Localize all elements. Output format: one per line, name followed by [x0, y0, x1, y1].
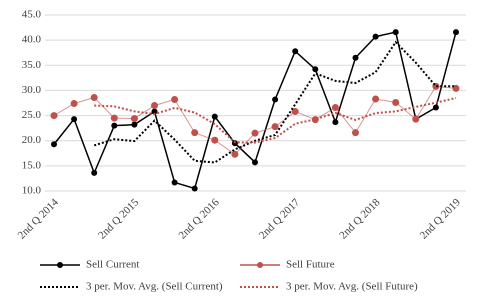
data-point	[171, 179, 178, 186]
legend-label: Sell Future	[286, 259, 335, 271]
data-point	[191, 129, 199, 137]
y-tick-label: 30.0	[22, 84, 42, 96]
legend-label: 3 per. Mov. Avg. (Sell Future)	[286, 281, 418, 293]
data-point	[131, 121, 138, 128]
y-tick-label: 35.0	[22, 59, 42, 71]
legend-marker	[57, 262, 63, 268]
data-point	[252, 159, 258, 166]
y-tick-label: 10.0	[22, 185, 42, 197]
legend-label: Sell Current	[86, 259, 139, 271]
data-point	[71, 116, 78, 123]
data-point	[91, 169, 98, 176]
x-tick-label: 2nd Q 2017	[257, 196, 303, 242]
data-point	[151, 102, 158, 110]
y-tick-label: 45.0	[22, 9, 42, 21]
data-point	[251, 129, 259, 137]
data-point	[231, 150, 239, 158]
data-point	[211, 136, 219, 144]
data-point	[352, 129, 359, 137]
data-point	[50, 112, 58, 120]
x-tick-label: 2nd Q 2016	[176, 196, 222, 242]
data-point	[151, 108, 158, 115]
data-point	[372, 95, 380, 103]
data-point	[392, 98, 400, 106]
x-tick-label: 2nd Q 2018	[337, 196, 383, 242]
data-point	[110, 114, 118, 122]
data-point	[271, 123, 279, 131]
data-point	[412, 115, 420, 123]
data-point	[51, 141, 57, 148]
data-point	[272, 96, 279, 103]
series-line	[94, 96, 457, 144]
legend-label: 3 per. Mov. Avg. (Sell Current)	[86, 281, 223, 293]
data-point	[292, 48, 299, 55]
data-point	[312, 66, 319, 73]
y-tick-label: 20.0	[22, 134, 42, 146]
data-point	[352, 54, 359, 61]
data-point	[392, 29, 399, 36]
data-point	[332, 119, 339, 126]
data-point	[372, 33, 379, 40]
data-point	[171, 95, 179, 103]
data-point	[331, 104, 339, 112]
x-tick-label: 2nd Q 2014	[16, 196, 62, 242]
data-point	[211, 113, 218, 120]
y-tick-label: 40.0	[22, 34, 42, 46]
data-point	[452, 84, 460, 92]
data-point	[90, 93, 98, 101]
y-tick-label: 25.0	[22, 109, 42, 121]
y-tick-label: 15.0	[22, 159, 42, 171]
data-point	[291, 108, 299, 116]
data-point	[70, 100, 78, 108]
data-point	[453, 29, 459, 36]
data-point	[432, 104, 439, 111]
legend-marker	[257, 262, 263, 268]
x-tick-label: 2nd Q 2019	[418, 196, 464, 242]
x-tick-label: 2nd Q 2015	[96, 196, 142, 242]
data-point	[191, 185, 198, 192]
data-point	[130, 115, 138, 123]
data-point	[111, 122, 118, 129]
series-line	[93, 40, 456, 164]
